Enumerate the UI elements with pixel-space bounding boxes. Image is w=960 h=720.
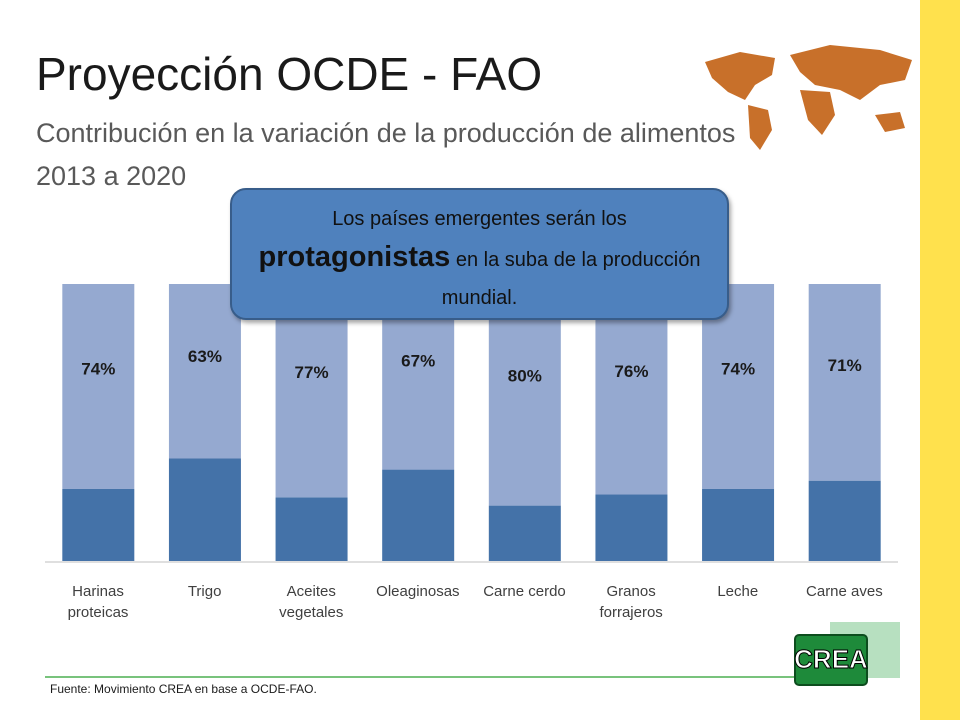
data-label: 67% xyxy=(401,351,435,370)
callout-bold: protagonistas xyxy=(258,241,451,273)
x-tick-label: Carne cerdo xyxy=(483,583,566,600)
bar-segment xyxy=(382,469,455,561)
x-tick-label: Carne aves xyxy=(806,583,883,600)
x-tick-label: Leche xyxy=(717,583,759,600)
callout-text: Los países emergentes serán los xyxy=(332,208,627,230)
bar-segment xyxy=(808,284,881,481)
bar-segment xyxy=(168,284,241,459)
logo xyxy=(794,634,868,686)
callout-text: en la suba de la producción mundial. xyxy=(441,249,701,309)
bar-segment xyxy=(275,497,348,561)
bar-segment xyxy=(595,494,668,561)
bar-segment xyxy=(702,488,775,561)
data-label: 74% xyxy=(81,360,115,379)
data-label: 74% xyxy=(721,360,755,379)
title: Proyección OCDE - FAO xyxy=(36,48,542,100)
world-map xyxy=(705,45,912,150)
data-label: 80% xyxy=(508,367,542,386)
data-label: 63% xyxy=(188,347,222,366)
x-tick-label: Trigo xyxy=(187,583,222,600)
data-label: 77% xyxy=(295,363,329,382)
bar-segment xyxy=(168,458,241,561)
x-tick-label: Harinas proteicas xyxy=(67,583,129,621)
data-label: 71% xyxy=(828,356,862,375)
bar-segment xyxy=(62,488,135,561)
x-tick-label: Aceites vegetales xyxy=(279,583,344,621)
subtitle: 2013 a 2020 xyxy=(36,161,186,191)
bar-segment xyxy=(808,480,881,561)
bar-segment xyxy=(62,284,135,489)
source: Fuente: Movimiento CREA en base a OCDE-F… xyxy=(50,682,317,696)
bar-segment xyxy=(488,284,561,506)
subtitle: Contribución en la variación de la produ… xyxy=(36,118,735,148)
x-tick-label: Oleaginosas xyxy=(376,583,460,600)
callout: Los países emergentes serán los protagoni… xyxy=(230,188,729,320)
bar-segment xyxy=(488,505,561,561)
side-strip xyxy=(920,0,960,720)
data-label: 76% xyxy=(614,362,648,381)
x-tick-label: Granos forrajeros xyxy=(599,583,663,621)
logo-text: CREA xyxy=(794,644,868,674)
